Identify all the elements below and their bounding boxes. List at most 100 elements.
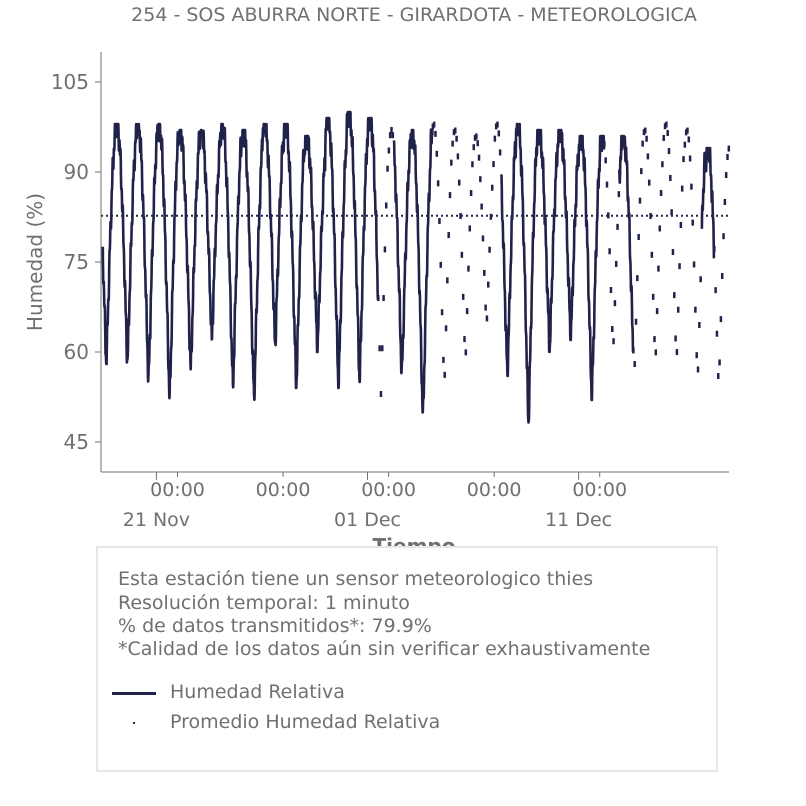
humidity-series-line [617,134,635,352]
chart: 254 - SOS ABURRA NORTE - GIRARDOTA - MET… [23,4,731,558]
humidity-sparse-point [637,233,640,240]
humidity-sparse-point [480,203,483,210]
plot-area [101,110,731,424]
legend-dot-swatch [133,722,135,724]
humidity-sparse-point [496,121,499,128]
humidity-sparse-point [607,212,610,219]
humidity-sparse-point [464,349,468,356]
humidity-series-line [392,128,434,414]
humidity-sparse-point [699,276,702,283]
humidity-sparse-point [698,322,701,329]
humidity-sparse-point [641,140,644,147]
humidity-sparse-point [692,261,696,268]
humidity-sparse-point [434,130,437,137]
x-minor-tick-label: 00:00 [150,479,205,501]
humidity-sparse-point [678,263,681,270]
humidity-sparse-point [718,359,721,366]
x-major-tick-label: 01 Dec [334,509,401,531]
axes: 45 60 75 90 105 00:00 00:00 00:00 00:00 00:00 21 N… [51,52,729,531]
humidity-sparse-point [614,260,618,267]
humidity-sparse-point [679,221,683,228]
humidity-sparse-point [484,304,487,311]
humidity-sparse-point [479,176,482,183]
humidity-sparse-point [487,281,490,288]
humidity-sparse-point [387,147,391,154]
legend-label-humedad: Humedad Relativa [170,681,345,703]
humidity-sparse-point [442,356,445,363]
humidity-sparse-point [463,336,466,343]
humidity-sparse-point [667,148,671,155]
humidity-sparse-point [650,251,654,258]
humidity-sparse-point [498,149,502,156]
humidity-sparse-point [476,140,479,147]
y-tick-label: 75 [64,250,89,274]
humidity-sparse-point [654,349,658,356]
humidity-sparse-point [675,349,679,356]
humidity-sparse-point [438,218,441,225]
humidity-sparse-point [696,366,700,373]
humidity-sparse-point [609,287,613,294]
humidity-sparse-point [682,156,685,163]
humidity-sparse-point [460,251,464,258]
humidity-sparse-point [647,179,651,186]
humidity-sparse-point [690,183,693,190]
humidity-sparse-point [659,190,663,197]
humidity-sparse-point [384,202,388,209]
humidity-sparse-point [613,300,617,307]
humidity-sparse-point [381,345,384,352]
humidity-sparse-point [492,161,495,168]
humidity-sparse-point [383,246,387,253]
humidity-sparse-point [455,135,458,142]
humidity-sparse-point [713,245,716,252]
humidity-sparse-point [435,150,439,157]
humidity-sparse-point [676,306,680,313]
humidity-sparse-point [694,306,697,313]
humidity-sparse-point [485,315,489,322]
humidity-sparse-point [644,127,647,134]
humidity-sparse-point [612,338,615,345]
humidity-sparse-point [724,172,728,179]
legend-label-promedio: Promedio Humedad Relativa [170,711,441,733]
humidity-sparse-point [634,318,638,325]
humidity-sparse-point [382,295,385,302]
humidity-sparse-point [481,235,485,242]
x-minor-tick-label: 00:00 [467,479,522,501]
humidity-sparse-point [443,371,446,378]
humidity-sparse-point [452,129,456,136]
humidity-sparse-point [377,295,380,302]
humidity-sparse-point [723,198,727,205]
x-major-tick-label: 21 Nov [123,509,190,531]
humidity-sparse-point [456,153,460,160]
humidity-sparse-point [633,361,636,368]
humidity-sparse-point [440,309,444,316]
humidity-sparse-point [469,190,473,197]
humidity-sparse-point [695,352,698,359]
y-tick-label: 45 [64,430,89,454]
humidity-sparse-point [465,308,469,315]
humidity-sparse-point [468,225,472,232]
humidity-series-line [101,110,380,401]
humidity-sparse-point [461,293,465,300]
humidity-sparse-point [683,141,687,148]
humidity-sparse-point [661,161,664,168]
humidity-sparse-point [493,135,497,142]
humidity-sparse-point [483,269,486,276]
info-resolution-text: Resolución temporal: 1 minuto [118,592,410,614]
humidity-sparse-point [665,121,668,128]
chart-title: 254 - SOS ABURRA NORTE - GIRARDOTA - MET… [131,4,697,26]
humidity-sparse-point [727,145,731,152]
humidity-sparse-point [378,345,381,352]
humidity-sparse-point [670,209,673,216]
humidity-sparse-point [475,133,478,140]
humidity-sparse-point [608,248,611,255]
humidity-sparse-point [386,165,389,172]
humidity-series-line [700,146,716,259]
humidity-sparse-point [653,336,656,343]
humidity-sparse-point [655,308,659,315]
humidity-sparse-point [645,135,648,142]
humidity-sparse-point [454,127,457,134]
humidity-sparse-point [390,127,393,133]
humidity-sparse-point [616,223,619,230]
humidity-sparse-point [489,213,493,220]
humidity-sparse-point [642,129,646,136]
